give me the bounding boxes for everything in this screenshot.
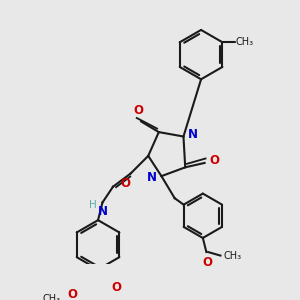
Text: CH₃: CH₃ xyxy=(236,37,254,47)
Text: O: O xyxy=(120,177,130,190)
Text: H: H xyxy=(89,200,97,210)
Text: O: O xyxy=(67,288,77,300)
Text: CH₃: CH₃ xyxy=(223,250,241,261)
Text: CH₃: CH₃ xyxy=(43,294,61,300)
Text: N: N xyxy=(98,205,107,218)
Text: N: N xyxy=(188,128,198,141)
Text: O: O xyxy=(134,104,144,117)
Text: O: O xyxy=(111,280,121,294)
Text: O: O xyxy=(209,154,219,167)
Text: O: O xyxy=(202,256,212,269)
Text: N: N xyxy=(147,171,157,184)
